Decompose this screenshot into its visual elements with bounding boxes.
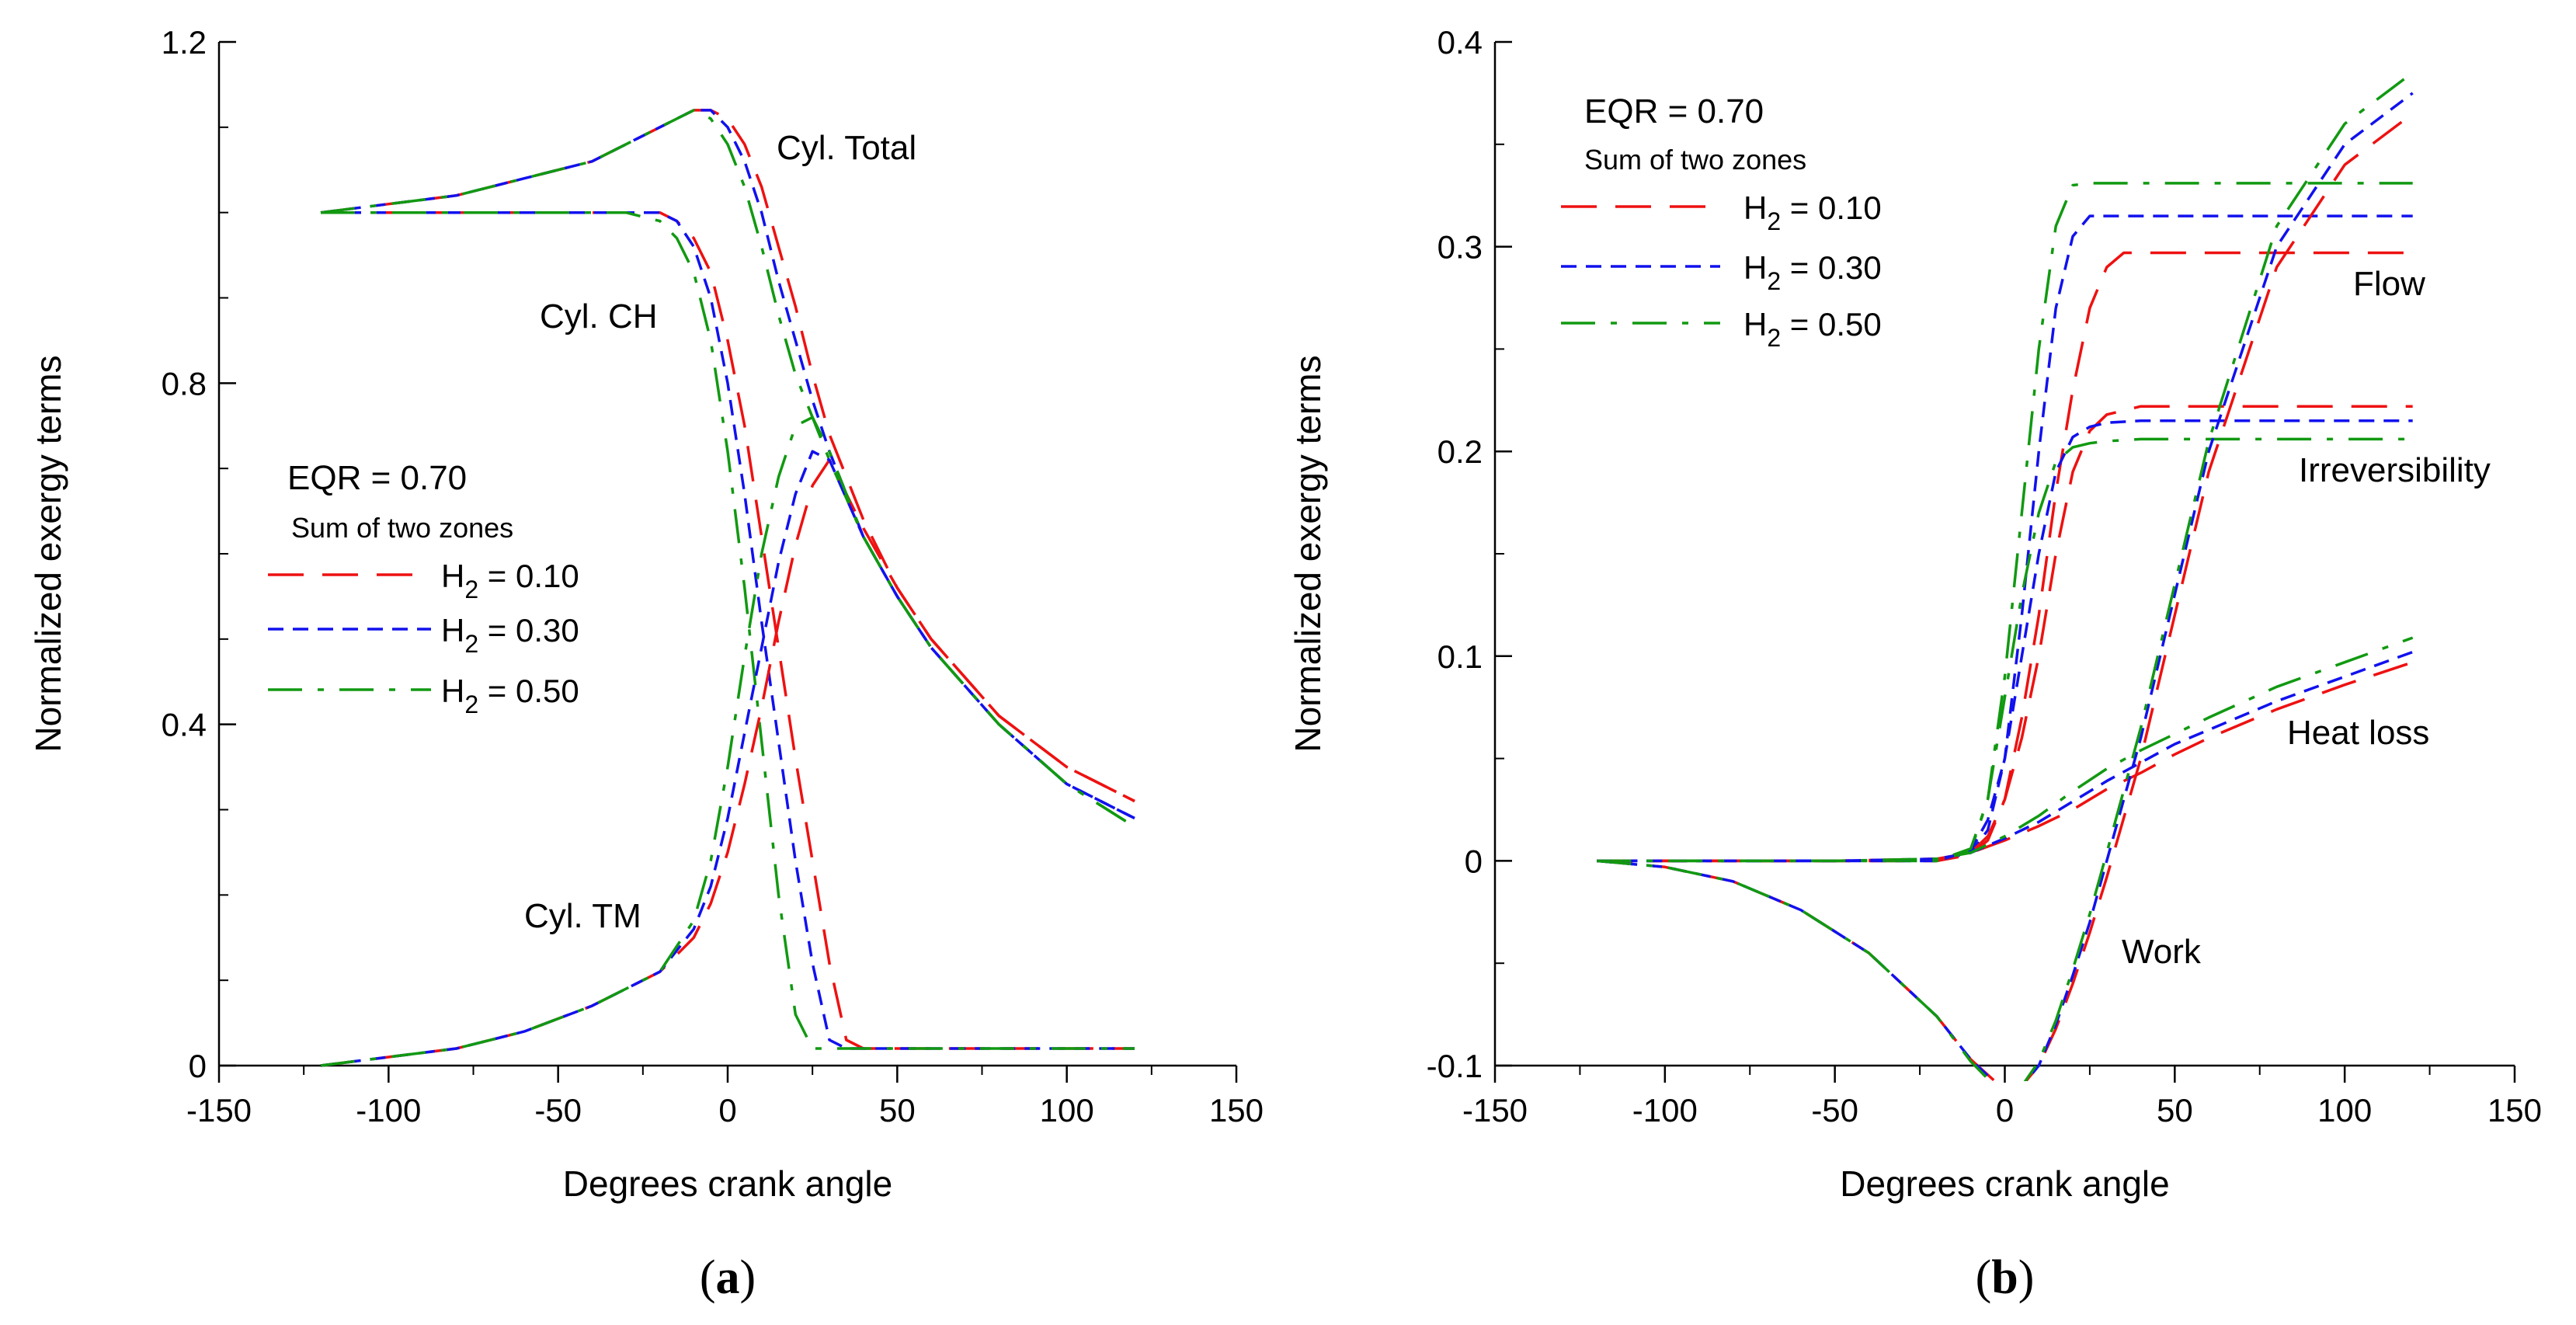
series-line-work-2010 [1597, 112, 2414, 1081]
y-tick-label: 1.2 [162, 24, 207, 61]
annotation-label: Heat loss [2287, 714, 2429, 752]
legend-entry-label: H2 = 0.10 [1743, 190, 1882, 235]
legend-entry-label: H2 = 0.50 [1743, 306, 1882, 352]
legend-entry-prefix: H [441, 558, 464, 594]
x-tick-label: -150 [186, 1092, 252, 1129]
series-line-cyl-tm-2050 [320, 416, 1135, 1067]
legend-entry-suffix: = 0.30 [1781, 249, 1882, 286]
panel-label-letter: a [716, 1251, 740, 1304]
annotation-label: Cyl. CH [540, 297, 658, 336]
panel-label: (b) [1976, 1251, 2035, 1304]
x-tick-label: 0 [718, 1092, 736, 1129]
legend-entry-subscript: 2 [1767, 324, 1781, 352]
series-line-irreversibility-2050 [1597, 437, 2413, 863]
y-tick-label: 0.2 [1437, 433, 1483, 470]
legend-entry-prefix: H [441, 612, 464, 649]
series-line-work-2050 [1597, 71, 2414, 1081]
series-line-cyl-ch-2050 [321, 210, 1135, 1050]
legend-entry-suffix: = 0.10 [478, 558, 579, 594]
y-tick-label: 0 [189, 1048, 207, 1084]
y-tick-label: 0.4 [1437, 24, 1483, 61]
legend-entry-suffix: = 0.50 [478, 673, 579, 709]
x-axis-label: Degrees crank angle [563, 1163, 892, 1204]
panel-label: (a) [700, 1251, 756, 1304]
panel-label-open: ( [1976, 1251, 1992, 1304]
x-tick-label: 100 [1040, 1092, 1094, 1129]
y-tick-label: 0.3 [1437, 229, 1483, 266]
legend-entry-prefix: H [1743, 249, 1767, 286]
x-tick-label: -150 [1462, 1092, 1528, 1129]
legend-entry-suffix: = 0.10 [1781, 190, 1882, 226]
legend-entry-label: H2 = 0.50 [441, 673, 579, 718]
annotation-label: Cyl. Total [777, 129, 916, 167]
panel-label-close: ) [740, 1251, 756, 1304]
annotation-label: Work [2122, 933, 2202, 971]
y-axis-label: Normalized exergy terms [1288, 355, 1328, 752]
annotation-label: Flow [2353, 265, 2425, 303]
y-tick-label: 0 [1465, 843, 1483, 879]
x-tick-label: 50 [879, 1092, 916, 1129]
x-axis-label: Degrees crank angle [1840, 1163, 2169, 1204]
panel-label-open: ( [700, 1251, 716, 1304]
legend-entry-subscript: 2 [1767, 267, 1781, 295]
legend-entry-subscript: 2 [1767, 207, 1781, 235]
legend-entry-subscript: 2 [464, 576, 478, 603]
y-tick-label: 0.8 [162, 365, 207, 402]
x-tick-label: -100 [356, 1092, 421, 1129]
legend-entry-suffix: = 0.30 [478, 612, 579, 649]
legend-subtitle: Sum of two zones [1584, 144, 1806, 176]
annotation-label: Cyl. TM [524, 897, 641, 935]
legend-entry-subscript: 2 [464, 630, 478, 658]
series-line-flow-2010 [1597, 251, 2413, 863]
y-axis-label: Normalized exergy terms [28, 355, 68, 752]
x-tick-label: 0 [1996, 1092, 2014, 1129]
series-group [320, 109, 1135, 1067]
x-tick-label: -50 [1811, 1092, 1858, 1129]
chart-panel-a: 0 0.4 0.8 1.2 -150 -100 -50 0 50 100 150 Degrees cr… [28, 24, 1264, 1304]
series-group [1597, 71, 2414, 1081]
legend-entry-label: H2 = 0.10 [441, 558, 579, 603]
legend-entry-suffix: = 0.50 [1781, 306, 1882, 343]
legend-entry-label: H2 = 0.30 [441, 612, 579, 658]
y-tick-label: 0.1 [1437, 638, 1483, 675]
x-tick-label: -50 [534, 1092, 582, 1129]
legend-title: EQR = 0.70 [1584, 92, 1764, 130]
panel-label-close: ) [2018, 1251, 2035, 1304]
x-tick-label: -100 [1632, 1092, 1698, 1129]
x-tick-label: 50 [2157, 1092, 2193, 1129]
legend-entry-prefix: H [1743, 190, 1767, 226]
legend-subtitle: Sum of two zones [291, 512, 513, 544]
x-tick-label: 100 [2317, 1092, 2372, 1129]
legend-title: EQR = 0.70 [287, 459, 467, 497]
legend-entry-label: H2 = 0.30 [1743, 249, 1882, 295]
y-tick-label: -0.1 [1427, 1048, 1483, 1084]
legend-entry-prefix: H [1743, 306, 1767, 343]
x-tick-label: 150 [1209, 1092, 1264, 1129]
legend-entry-subscript: 2 [464, 690, 478, 718]
series-line-cyl-total-2050 [320, 109, 1135, 828]
chart-panel-b: -0.1 0 0.1 0.2 0.3 0.4 -150 -100 -50 0 50 100 150 Deg… [1288, 24, 2542, 1304]
annotation-label: Irreversibility [2299, 451, 2491, 489]
series-line-irreversibility-2010 [1597, 405, 2413, 863]
y-tick-label: 0.4 [162, 707, 207, 743]
x-tick-label: 150 [2487, 1092, 2542, 1129]
legend-entry-prefix: H [441, 673, 464, 709]
series-line-flow-2030 [1597, 214, 2413, 863]
series-line-work-2030 [1597, 92, 2414, 1081]
series-line-heat-loss-2050 [1597, 636, 2414, 863]
panel-label-letter: b [1991, 1251, 2018, 1304]
series-line-heat-loss-2010 [1597, 661, 2414, 863]
